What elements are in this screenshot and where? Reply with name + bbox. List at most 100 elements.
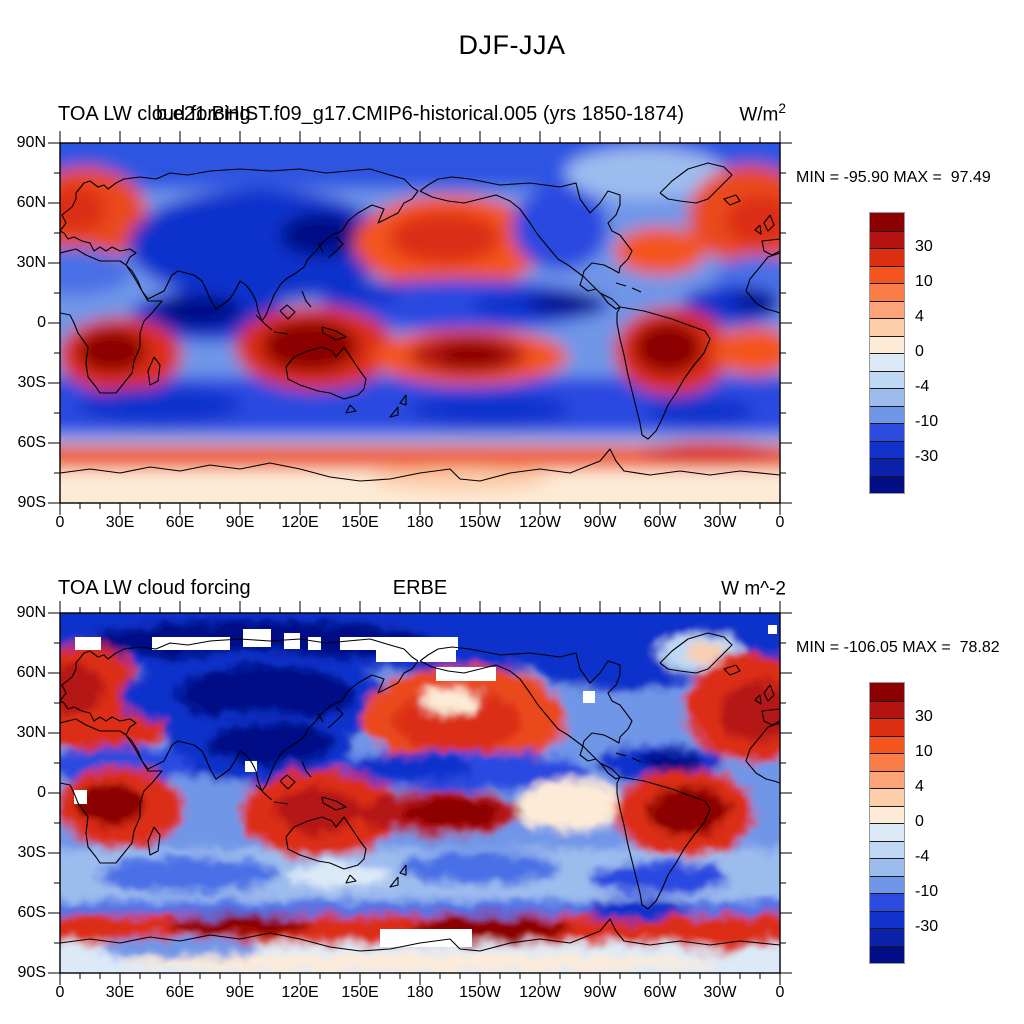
colorbar-divider: [870, 910, 904, 912]
colorbar-label: -10: [915, 413, 939, 430]
lon-tick-label: 30E: [105, 514, 135, 531]
colorbar-label: -30: [915, 918, 939, 935]
colorbar-divider: [870, 388, 904, 389]
colorbar-cell: [870, 335, 904, 353]
lat-tick-label: 90S: [17, 964, 46, 981]
colorbar-label: 0: [915, 343, 924, 360]
colorbar-label: -30: [915, 448, 939, 465]
colorbar-label: 10: [915, 743, 933, 760]
lon-tick-label: 30W: [703, 984, 737, 1001]
panel-erbe-case-title: ERBE: [392, 577, 448, 599]
colorbar-cell: [870, 265, 904, 283]
lon-tick-label: 0: [55, 984, 65, 1001]
lon-tick-label: 90E: [225, 514, 255, 531]
colorbar-cell: [870, 858, 904, 876]
lon-tick-label: 180: [406, 984, 434, 1001]
panel-erbe-variable-title: TOA LW cloud forcing: [58, 577, 251, 599]
lon-tick-label: 30W: [703, 514, 737, 531]
panel-model: b.e21.BHIST.f09_g17.CMIP6-historical.005…: [16, 101, 991, 531]
lat-tick-label: 30S: [17, 844, 46, 861]
colorbar-cell: [870, 910, 904, 928]
colorbar-cell: [870, 753, 904, 771]
lat-tick-label: 0: [37, 784, 46, 801]
colorbar-cell: [870, 945, 904, 963]
colorbar-label: 4: [915, 308, 924, 325]
colorbar-divider: [870, 805, 904, 807]
map-canvas: [48, 131, 792, 515]
figure-title: DJF-JJA: [458, 30, 566, 60]
colorbar-cell: [870, 475, 904, 493]
lon-tick-label: 60E: [165, 984, 195, 1001]
colorbar-cell: [870, 683, 904, 701]
panel-erbe-minmax: MIN = -106.05 MAX = 78.82: [796, 639, 1000, 656]
coastlines: [60, 162, 780, 482]
lon-tick-label: 90W: [583, 984, 617, 1001]
colorbar-cell: [870, 735, 904, 753]
colorbar-divider: [870, 353, 904, 354]
lon-tick-label: 0: [775, 984, 785, 1001]
lon-tick-label: 60E: [165, 514, 195, 531]
lon-tick-label: 90W: [583, 514, 617, 531]
lat-tick-label: 90N: [16, 604, 46, 621]
colorbar-cell: [870, 823, 904, 841]
panel-model-units: W/m2: [739, 101, 786, 126]
colorbar: [869, 212, 905, 494]
colorbar-divider: [870, 423, 904, 424]
colorbar-cell: [870, 700, 904, 718]
axis-ticks: [48, 131, 792, 515]
colorbar-cell: [870, 928, 904, 946]
colorbar-cell: [870, 788, 904, 806]
colorbar-divider: [870, 718, 904, 719]
colorbar-divider: [870, 283, 904, 284]
lon-tick-label: 0: [775, 514, 785, 531]
colorbar-cell: [870, 248, 904, 266]
panel-model-variable-title: TOA LW cloud forcing: [58, 103, 251, 125]
colorbar-divider: [870, 840, 904, 842]
panel-erbe-units: W m^-2: [721, 578, 786, 600]
colorbar-divider: [870, 788, 904, 789]
colorbar-divider: [870, 405, 904, 407]
lat-tick-label: 90N: [16, 134, 46, 151]
lon-tick-label: 120E: [281, 984, 319, 1001]
lon-tick-label: 150E: [341, 984, 379, 1001]
colorbar-cell: [870, 230, 904, 248]
lat-tick-label: 60S: [17, 904, 46, 921]
colorbar-divider: [870, 700, 904, 702]
colorbar-divider: [870, 753, 904, 754]
colorbar-divider: [870, 440, 904, 442]
colorbar-cell: [870, 300, 904, 318]
colorbar-divider: [870, 265, 904, 267]
lat-tick-label: 30N: [16, 254, 46, 271]
colorbar-cell: [870, 893, 904, 911]
lon-tick-label: 150W: [459, 984, 501, 1001]
colorbar-divider: [870, 475, 904, 477]
colorbar-cell: [870, 423, 904, 441]
colorbar-divider: [870, 335, 904, 337]
colorbar-cell: [870, 370, 904, 388]
colorbar-divider: [870, 318, 904, 319]
lat-tick-label: 30S: [17, 374, 46, 391]
colorbar-cell: [870, 388, 904, 406]
colorbar-cell: [870, 840, 904, 858]
colorbar-divider: [870, 735, 904, 737]
colorbar-cell: [870, 718, 904, 736]
panel-erbe: ERBE TOA LW cloud forcing W m^-2 MIN = -…: [0, 470, 1024, 1024]
colorbar-label: 4: [915, 778, 924, 795]
panel-model-case-title: b.e21.BHIST.f09_g17.CMIP6-historical.005…: [155, 103, 685, 125]
lon-tick-label: 90E: [225, 984, 255, 1001]
lat-tick-label: 30N: [16, 724, 46, 741]
colorbar-divider: [870, 770, 904, 772]
lon-tick-label: 60W: [643, 984, 677, 1001]
colorbar-divider: [870, 945, 904, 947]
colorbar-divider: [870, 823, 904, 824]
map-canvas: [48, 601, 792, 985]
colorbar-label: -4: [915, 848, 930, 865]
coastlines: [60, 632, 780, 952]
lon-tick-label: 180: [406, 514, 434, 531]
colorbar-divider: [870, 248, 904, 249]
colorbar-cell: [870, 805, 904, 823]
lon-tick-label: 30E: [105, 984, 135, 1001]
colorbar: [869, 682, 905, 964]
colorbar-divider: [870, 893, 904, 894]
